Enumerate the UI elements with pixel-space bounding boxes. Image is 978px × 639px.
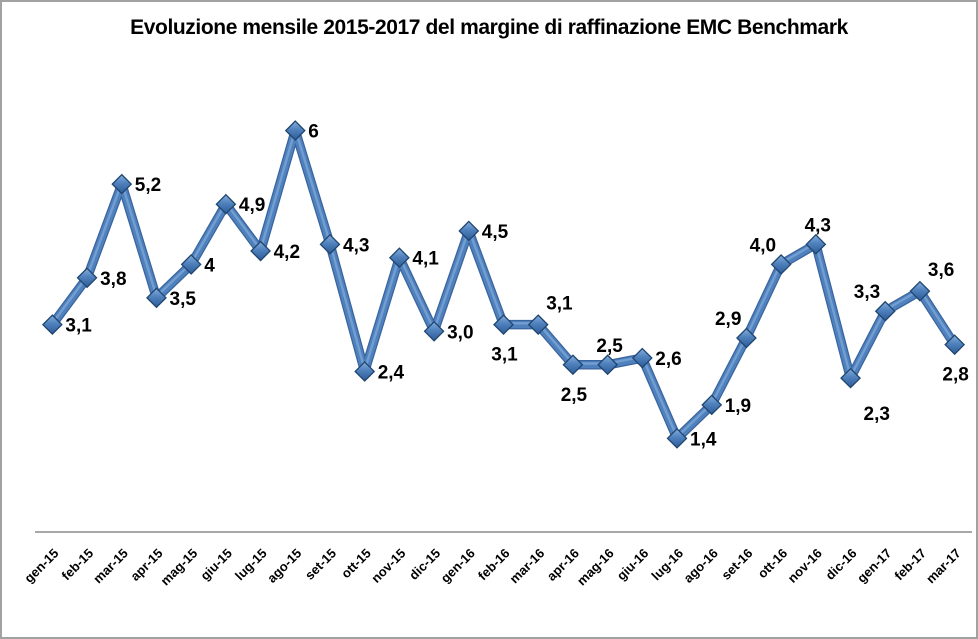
data-point-marker [319,233,341,255]
data-label: 3,8 [100,269,126,290]
data-point-marker [354,361,376,382]
data-point-marker [146,287,167,309]
data-point-marker [41,314,63,336]
data-label: 3,6 [928,260,954,281]
data-point-marker [666,427,688,449]
data-point-marker [388,247,410,269]
x-axis-tick-label: gen-15 [21,546,61,586]
data-point-marker [250,240,271,262]
data-label: 3,1 [546,294,573,315]
data-point-marker [909,280,931,302]
x-axis-tick-label: ago-16 [681,546,721,586]
x-axis-tick-label: lug-15 [232,546,270,584]
series-line [48,127,959,442]
data-label: 2,5 [596,336,623,357]
data-point-marker [874,300,896,322]
data-label: 4,2 [274,242,300,263]
data-label: 3,3 [854,282,880,303]
data-point-marker [493,314,514,336]
x-axis-tick-label: set-16 [718,546,755,583]
data-point-marker [631,347,653,369]
data-point-marker [840,367,861,389]
data-label: 4,9 [239,195,265,216]
x-axis-tick-label: mar-16 [507,546,548,587]
data-point-marker [562,354,584,376]
data-point-marker [701,394,723,416]
data-label: 2,9 [715,309,741,330]
data-label: 1,4 [690,429,717,450]
data-point-marker [111,173,133,195]
data-point-marker [180,253,202,275]
x-axis-tick-label: gen-16 [438,546,478,586]
data-point-marker [736,327,757,349]
data-label: 3,1 [491,345,518,366]
chart-title: Evoluzione mensile 2015-2017 del margine… [130,16,848,39]
x-axis-tick-label: mar-15 [90,546,131,587]
data-label: 4 [204,255,215,276]
x-axis-tick-label: feb-15 [59,546,97,584]
x-axis-tick-label: mar-17 [923,546,964,587]
data-point-marker [284,120,306,142]
data-label: 2,4 [378,362,405,383]
x-axis-tick-label: dic-16 [822,546,859,583]
data-point-marker [215,193,237,215]
series-line-edge [47,125,960,444]
x-axis-tick-label: ago-15 [264,546,304,586]
data-label: 4,1 [412,249,439,270]
x-axis-tick-label: mag-16 [574,546,617,589]
plot-area: 3,1 3,8 5,2 3,5 4 4,9 4,2 6 4,3 2,4 4,1 3,0 4,5 3,1 3,… [21,120,972,589]
x-axis-tick-label: giu-16 [614,546,652,584]
x-axis-tick-label: feb-17 [891,546,929,584]
data-label: 6 [308,122,319,143]
data-point-marker [944,334,966,356]
data-label: 3,5 [170,289,197,310]
data-point-marker [805,233,827,255]
x-axis-tick-label: set-15 [302,546,339,583]
data-label: 2,8 [942,365,968,386]
x-axis-tick-label: mag-15 [158,546,201,589]
data-point-marker [770,253,792,275]
series-line-highlight [51,128,956,439]
data-point-marker [458,220,480,242]
data-label: 2,3 [864,404,890,425]
data-label: 5,2 [135,175,161,196]
data-label: 3,0 [447,322,473,343]
data-label: 2,5 [561,385,588,406]
data-point-marker [527,314,549,336]
x-axis-tick-label: dic-15 [406,546,443,583]
data-label: 4,3 [343,235,369,256]
x-axis-tick-label: gen-17 [854,546,894,586]
x-axis-tick-label: giu-15 [197,546,235,584]
data-point-marker [423,320,445,342]
data-label: 4,0 [750,235,776,256]
data-point-marker [76,267,98,289]
x-axis-tick-label: nov-15 [368,546,408,586]
x-axis-tick-label: lug-16 [648,546,686,584]
data-point-marker [597,354,619,376]
data-label: 4,3 [805,215,831,236]
data-label: 4,5 [482,222,509,243]
data-label: 1,9 [725,396,751,417]
data-label: 3,1 [65,316,92,337]
x-axis-tick-label: feb-16 [475,546,513,584]
data-label: 2,6 [655,349,681,370]
x-axis-tick-label: nov-16 [785,546,825,586]
